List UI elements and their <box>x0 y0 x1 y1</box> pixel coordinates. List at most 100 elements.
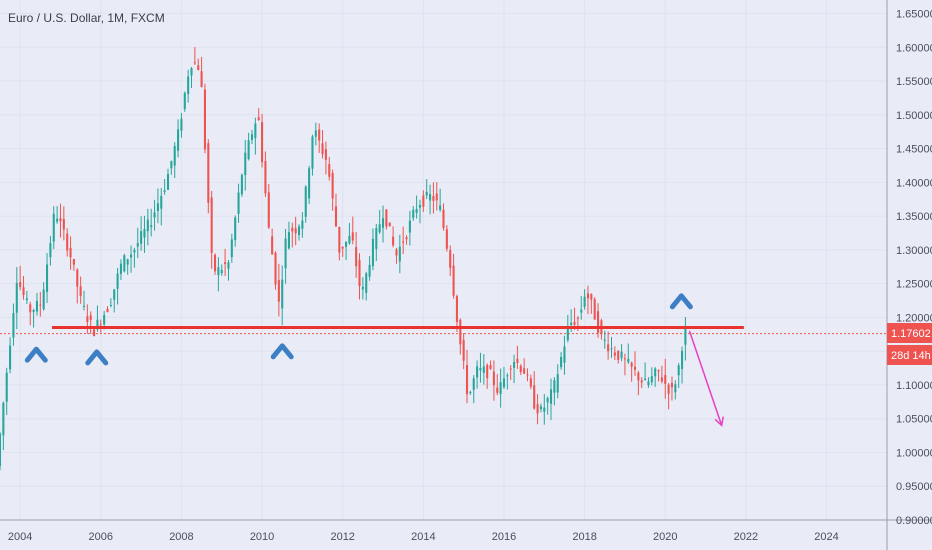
annotations <box>24 293 744 427</box>
candle-body <box>368 264 371 277</box>
candle-body <box>365 273 368 293</box>
y-tick-label: 0.90000 <box>896 515 932 527</box>
candle-body <box>25 298 28 301</box>
candle-body <box>566 326 569 341</box>
candle-body <box>670 382 674 388</box>
candle-body <box>358 259 361 287</box>
candle-body <box>597 311 600 333</box>
candle-body <box>543 407 546 412</box>
x-tick-label: 2022 <box>734 531 758 543</box>
candle-body <box>432 195 435 201</box>
candle-body <box>549 389 553 404</box>
candle-body <box>301 220 304 229</box>
candle-body <box>385 209 388 227</box>
x-tick-label: 2020 <box>653 531 677 543</box>
y-tick-label: 1.10000 <box>896 380 932 392</box>
projection-arrow-head <box>714 416 724 427</box>
candle-body <box>657 369 660 372</box>
candle-body <box>200 71 203 87</box>
candle-body <box>664 374 667 384</box>
candle-body <box>0 433 2 467</box>
candle-body <box>556 374 559 393</box>
candle-body <box>469 391 472 393</box>
candle-body <box>650 376 653 383</box>
candle-body <box>462 339 465 361</box>
candle-body <box>261 122 264 163</box>
candle-body <box>5 372 8 402</box>
x-tick-label: 2014 <box>411 531 435 543</box>
candle-body <box>338 226 341 253</box>
candle-body <box>264 161 267 194</box>
x-tick-label: 2018 <box>572 531 596 543</box>
candle-body <box>415 208 418 213</box>
candle-body <box>509 368 512 370</box>
candle-body <box>590 293 593 300</box>
bounce-marker[interactable] <box>85 349 109 366</box>
y-tick-label: 1.45000 <box>896 144 932 156</box>
current-price-badge[interactable]: 1.17602 28d 14h <box>887 323 932 365</box>
candle-body <box>304 186 307 217</box>
bounce-marker[interactable] <box>24 346 48 363</box>
candle-body <box>79 286 82 296</box>
candle-body <box>230 239 233 258</box>
candle-body <box>361 286 364 290</box>
candle-body <box>113 289 116 300</box>
candle-body <box>684 326 687 345</box>
candle-body <box>19 282 22 288</box>
y-tick-label: 1.05000 <box>896 414 932 426</box>
candle-body <box>429 194 432 201</box>
candle-body <box>570 322 573 325</box>
candle-body <box>324 149 327 160</box>
candle-body <box>660 377 663 382</box>
candle-body <box>284 238 287 269</box>
bounce-marker[interactable] <box>270 343 294 360</box>
candle-body <box>116 273 119 289</box>
candle-body <box>291 227 294 232</box>
candle-body <box>52 213 55 242</box>
candle-body <box>177 129 180 151</box>
candle-body <box>234 217 237 241</box>
candle-body <box>93 329 96 337</box>
y-tick-label: 1.65000 <box>896 9 932 21</box>
candle-body <box>381 218 385 228</box>
candle-body <box>224 262 227 265</box>
candle-body <box>435 193 438 201</box>
candle-body <box>667 384 670 394</box>
candle-body <box>506 375 509 377</box>
countdown-badge-bg <box>887 345 932 365</box>
candle-body <box>281 279 284 309</box>
candle-body <box>29 304 32 313</box>
candle-body <box>445 229 448 249</box>
candle-body <box>341 246 344 249</box>
candle-body <box>170 161 173 169</box>
candle-body <box>533 385 536 409</box>
candle-body <box>123 255 126 272</box>
candle-body <box>610 348 613 350</box>
y-tick-label: 0.95000 <box>896 481 932 493</box>
candle-body <box>183 92 186 110</box>
candle-body <box>345 241 348 247</box>
x-tick-label: 2016 <box>492 531 516 543</box>
candle-body <box>640 380 643 383</box>
candle-body <box>395 249 398 256</box>
projection-arrow[interactable] <box>688 330 723 426</box>
candle-body <box>425 191 428 196</box>
candle-body <box>422 195 425 207</box>
candle-body <box>82 305 86 307</box>
candle-body <box>146 219 149 232</box>
candle-body <box>499 382 502 395</box>
bar-countdown-label: 28d 14h <box>891 350 931 362</box>
candle-body <box>240 174 243 195</box>
x-tick-label: 2004 <box>8 531 32 543</box>
candle-body <box>654 368 657 377</box>
bounce-marker[interactable] <box>669 293 693 310</box>
candle-body <box>163 190 166 193</box>
candle-body <box>513 361 516 368</box>
candle-body <box>371 238 374 267</box>
candle-body <box>9 345 12 370</box>
candle-body <box>546 398 549 403</box>
